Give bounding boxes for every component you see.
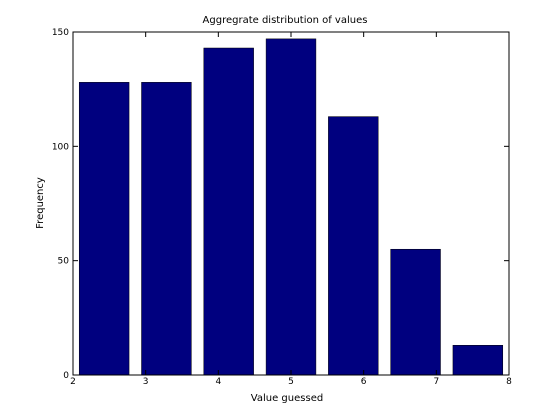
bar-4: [203, 47, 254, 376]
chart-title: Aggregrate distribution of values: [203, 15, 368, 26]
bar-5: [265, 38, 317, 376]
y-tick-label-0: 0: [63, 371, 69, 381]
y-ticks-group: 0 50 100 150: [52, 28, 509, 381]
x-tick-label-2: 2: [70, 377, 76, 387]
x-tick-label-7: 7: [433, 377, 439, 387]
bar-8: [452, 345, 504, 376]
bar-3: [141, 82, 192, 376]
x-tick-label-5: 5: [288, 377, 294, 387]
bars-group: [78, 38, 504, 376]
x-tick-label-3: 3: [143, 377, 149, 387]
x-tick-label-8: 8: [506, 377, 512, 387]
bar-6: [328, 116, 379, 376]
y-tick-label-150: 150: [52, 28, 69, 38]
x-ticks-group: 2 3 4 5 6 7 8: [70, 32, 512, 387]
x-axis-label: Value guessed: [251, 393, 323, 404]
x-tick-label-6: 6: [361, 377, 367, 387]
x-tick-label-4: 4: [215, 377, 221, 387]
bar-7: [390, 248, 441, 376]
y-axis-label: Frequency: [35, 177, 46, 229]
y-tick-label-50: 50: [58, 257, 70, 267]
bar-2: [78, 82, 130, 376]
y-tick-label-100: 100: [52, 142, 69, 152]
